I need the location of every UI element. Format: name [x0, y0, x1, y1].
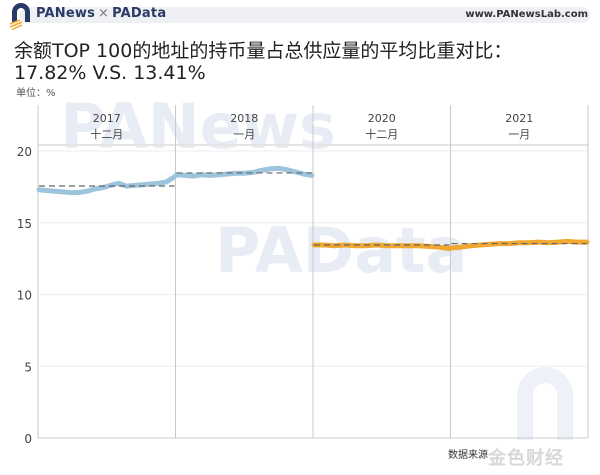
series-line [36, 174, 177, 196]
top-bar-band [20, 7, 590, 23]
brand-separator: × [98, 6, 110, 21]
y-tick-label: 5 [24, 360, 32, 374]
panel-month-label: 十二月 [365, 127, 398, 141]
y-tick-label: 20 [17, 145, 32, 159]
panel-month-label: 十二月 [90, 127, 123, 141]
unit-label: 单位：% [16, 88, 56, 99]
panel-year-label: 2017 [93, 112, 121, 125]
watermark-arch-icon [517, 367, 573, 440]
top-bar: PANews × PAData www.PANewsLab.com [0, 0, 600, 30]
series-line [449, 238, 590, 251]
watermark-panews: PANews [60, 90, 336, 163]
site-url: www.PANewsLab.com [465, 9, 588, 20]
y-tick-label: 15 [17, 217, 32, 231]
watermark-logo: 金色财经 [488, 448, 564, 469]
panel-year-label: 2020 [368, 112, 396, 125]
panel-month-label: 一月 [508, 128, 530, 141]
brand: PANews × PAData [36, 6, 166, 21]
panel-year-label: 2021 [505, 112, 533, 125]
chart-subtitle: 17.82% V.S. 13.41% [14, 62, 206, 84]
watermark-padata: PAData [215, 214, 468, 287]
y-tick-label: 0 [24, 432, 32, 446]
data-source-label: 数据来源 [448, 450, 488, 461]
panel-year-label: 2018 [230, 112, 258, 125]
panel-month-label: 一月 [233, 128, 255, 141]
chart-title: 余额TOP 100的地址的持币量占总供应量的平均比重对比： [14, 40, 513, 62]
series-line [174, 165, 315, 179]
panews-arch-logo-icon [9, 3, 30, 30]
brand-padata: PAData [112, 6, 167, 21]
y-tick-label: 10 [17, 289, 32, 303]
brand-panews: PANews [36, 6, 96, 21]
